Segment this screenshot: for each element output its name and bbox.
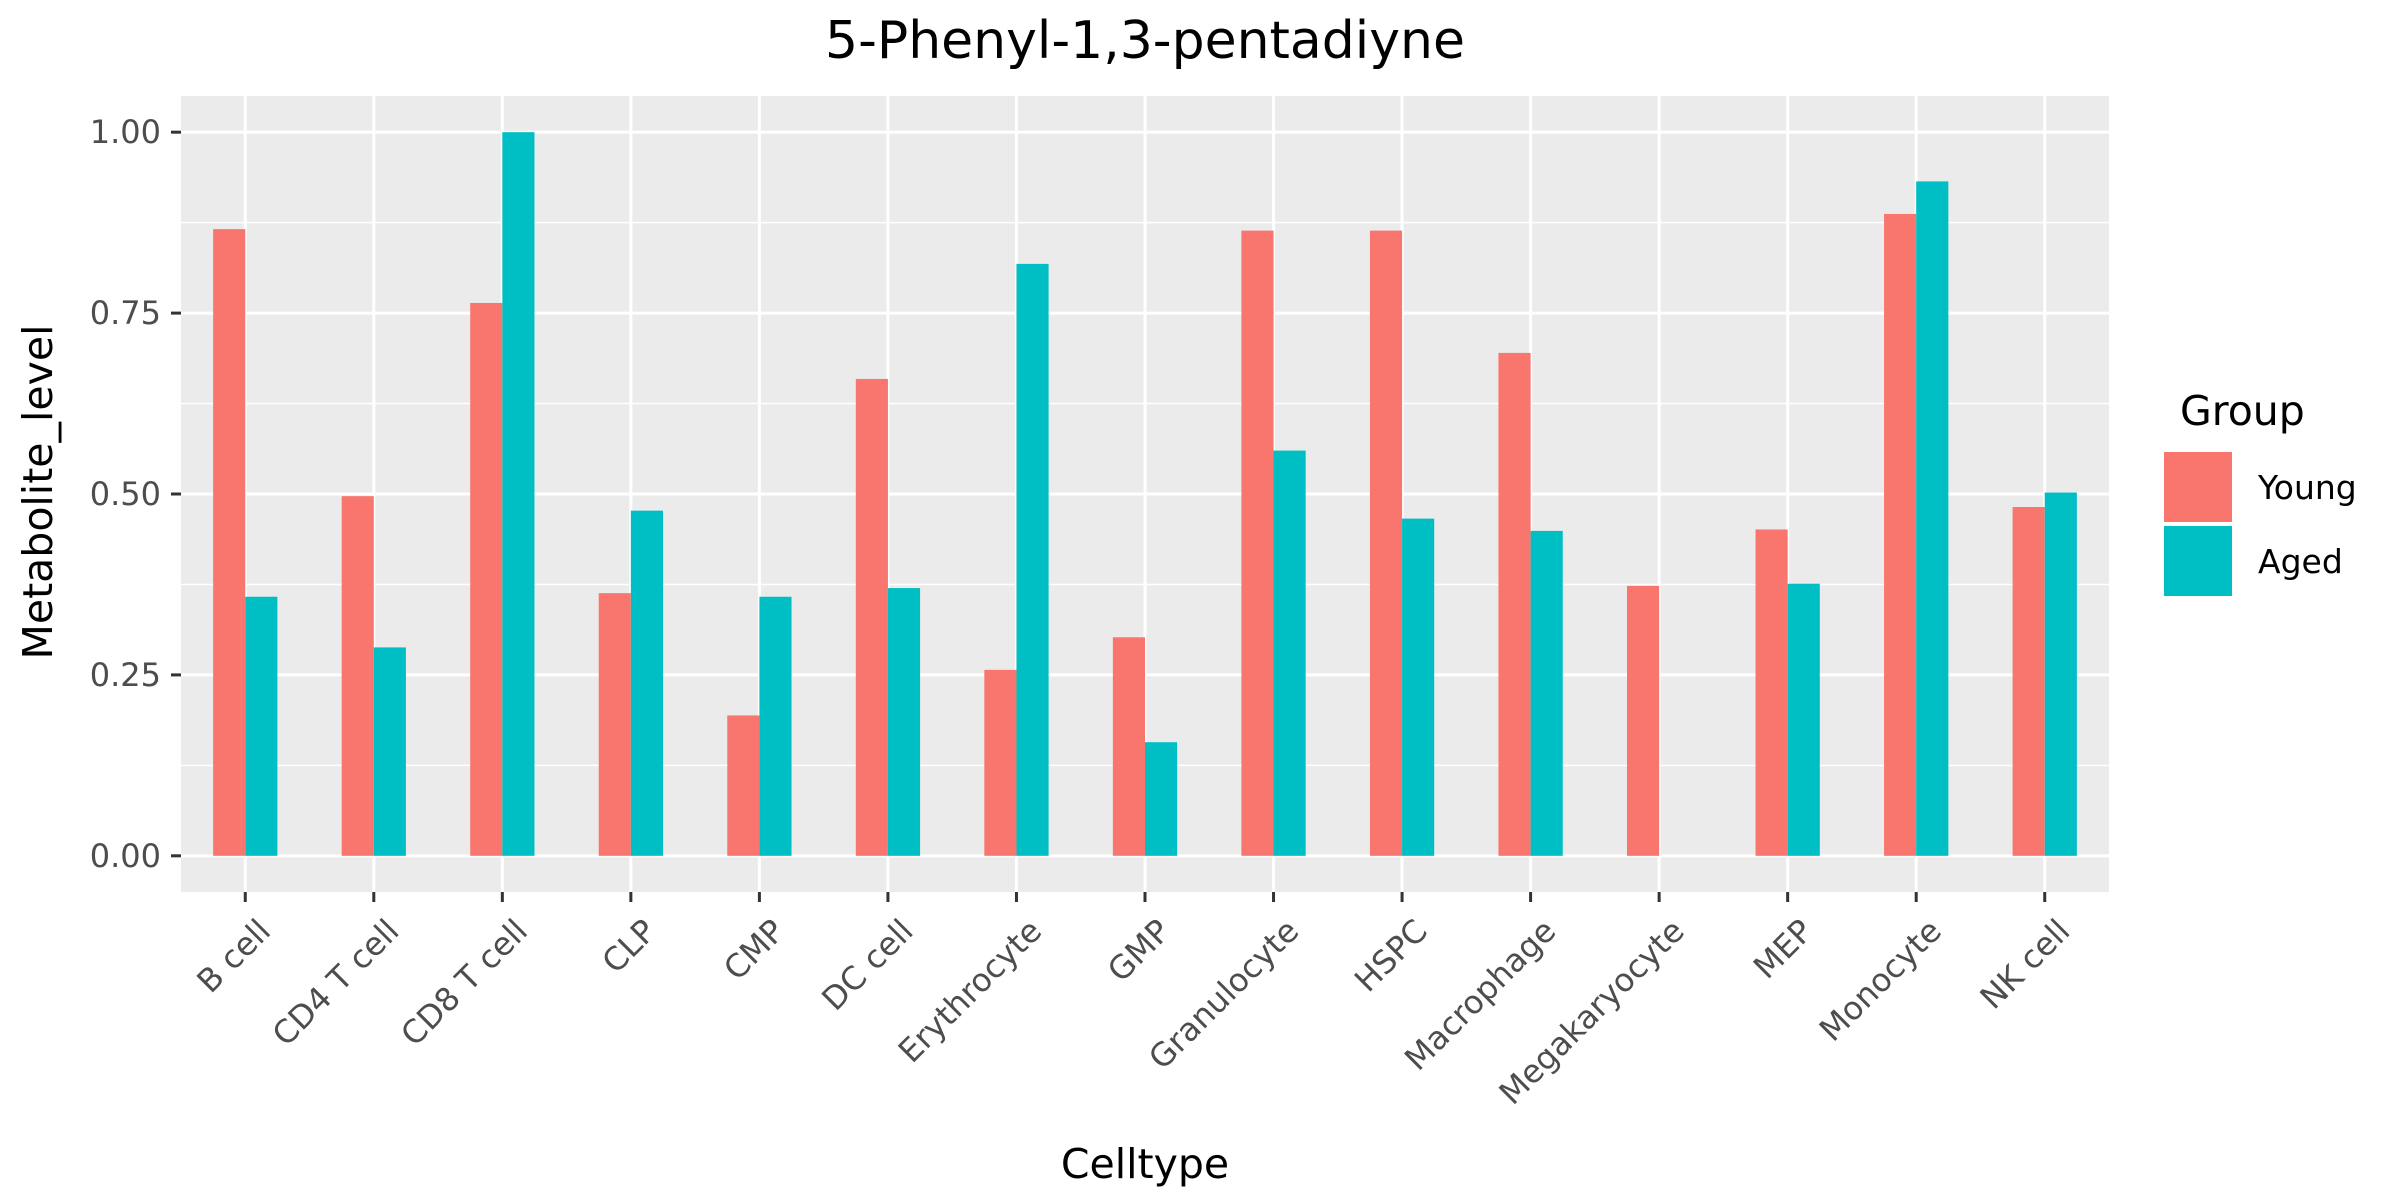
chart-title: 5-Phenyl-1,3-pentadiyne bbox=[825, 11, 1465, 71]
bar-young-hspc bbox=[1369, 230, 1403, 856]
y-axis-title: Metabolite_level bbox=[14, 325, 62, 660]
bar-aged-monocyte bbox=[1916, 181, 1949, 856]
bar-aged-b-cell bbox=[245, 596, 278, 856]
x-tick-label: MEP bbox=[1746, 912, 1820, 986]
legend-label-aged: Aged bbox=[2258, 542, 2343, 581]
bar-young-gmp bbox=[1112, 637, 1145, 856]
bar-aged-hspc bbox=[1402, 518, 1435, 856]
x-tick-label: B cell bbox=[189, 912, 278, 1001]
bar-young-mep bbox=[1755, 529, 1788, 856]
legend-label-young: Young bbox=[2257, 468, 2357, 507]
x-tick-label: HSPC bbox=[1347, 912, 1435, 1000]
bar-young-erythrocyte bbox=[984, 669, 1017, 856]
y-tick-label: 1.00 bbox=[90, 113, 161, 151]
x-tick-label: GMP bbox=[1100, 912, 1178, 990]
bar-aged-dc-cell bbox=[887, 588, 921, 856]
legend: Group Young Aged bbox=[2164, 387, 2357, 596]
bar-young-cd8-t-cell bbox=[470, 302, 503, 856]
bar-young-dc-cell bbox=[855, 378, 888, 856]
bar-aged-cmp bbox=[759, 596, 792, 856]
y-tick-label: 0.75 bbox=[90, 294, 161, 332]
bar-aged-clp bbox=[630, 510, 663, 856]
x-tick-label: CD4 T cell bbox=[265, 912, 407, 1054]
x-tick-label: NK cell bbox=[1973, 912, 2078, 1017]
y-tick-label: 0.25 bbox=[90, 656, 161, 694]
bar-young-b-cell bbox=[213, 229, 246, 856]
bar-aged-mep bbox=[1787, 583, 1820, 856]
x-tick-label: CMP bbox=[716, 912, 792, 988]
bar-aged-erythrocyte bbox=[1016, 263, 1049, 856]
bar-young-clp bbox=[598, 593, 631, 856]
bar-aged-macrophage bbox=[1530, 530, 1563, 856]
y-tick-label: 0.00 bbox=[90, 837, 161, 875]
legend-key-aged bbox=[2164, 526, 2232, 596]
bar-aged-nk-cell bbox=[2044, 492, 2077, 856]
bar-aged-granulocyte bbox=[1273, 450, 1306, 856]
x-tick-label: CD8 T cell bbox=[393, 912, 535, 1054]
bar-young-cd4-t-cell bbox=[341, 496, 374, 856]
bar-aged-cd8-t-cell bbox=[502, 132, 535, 856]
bar-young-nk-cell bbox=[2012, 507, 2045, 856]
x-axis-title: Celltype bbox=[1061, 1140, 1229, 1188]
x-tick-label: CLP bbox=[595, 912, 664, 981]
y-tick-label: 0.50 bbox=[90, 475, 161, 513]
bar-young-megakaryocyte bbox=[1627, 585, 1660, 856]
legend-key-young bbox=[2164, 452, 2232, 522]
x-tick-label: DC cell bbox=[814, 912, 920, 1018]
bar-young-macrophage bbox=[1498, 352, 1531, 856]
x-tick-label: Monocyte bbox=[1812, 912, 1949, 1049]
bar-young-granulocyte bbox=[1241, 230, 1274, 856]
bar-aged-gmp bbox=[1145, 742, 1178, 856]
legend-title: Group bbox=[2180, 387, 2305, 435]
bar-young-monocyte bbox=[1884, 213, 1917, 856]
bar-aged-cd4-t-cell bbox=[373, 647, 406, 856]
bar-young-cmp bbox=[727, 715, 760, 856]
